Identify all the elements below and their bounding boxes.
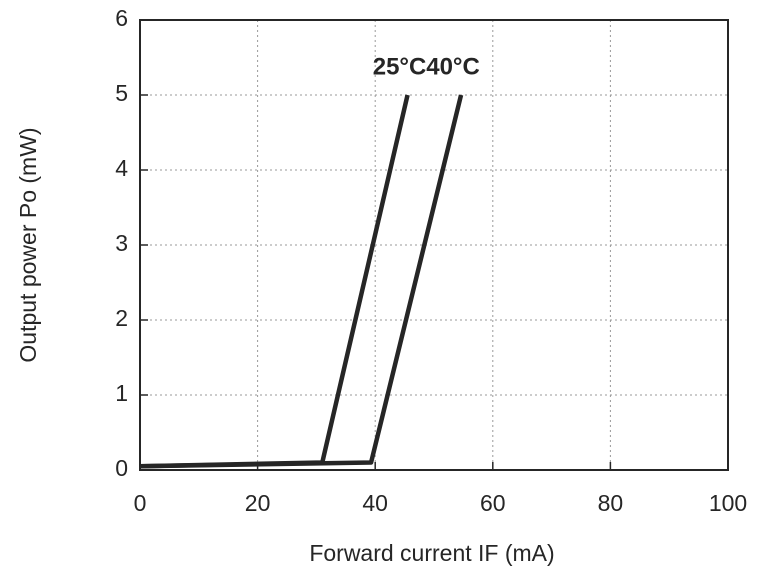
x-tick-label: 40: [362, 490, 388, 516]
y-tick-label: 3: [115, 230, 128, 256]
series-label: 40°C: [426, 53, 480, 80]
y-tick-label: 0: [115, 455, 128, 481]
plot-frame: [139, 19, 729, 471]
x-tick-label: 0: [134, 490, 147, 516]
y-tick-label: 1: [115, 380, 128, 406]
line: [139, 94, 464, 469]
y-tick-label: 2: [115, 305, 128, 331]
x-axis-label: Forward current IF (mA): [309, 540, 554, 566]
x-tick-label: 20: [245, 490, 271, 516]
x-tick-label: 100: [709, 490, 747, 516]
x-tick-label: 60: [480, 490, 506, 516]
line: [139, 94, 410, 469]
y-tick-label: 6: [115, 5, 128, 31]
series-label: 25°C: [373, 53, 427, 80]
y-tick-label: 4: [115, 155, 128, 181]
y-axis-label: Output power Po (mW): [15, 127, 41, 362]
y-tick-label: 5: [115, 80, 128, 106]
x-tick-label: 80: [598, 490, 624, 516]
